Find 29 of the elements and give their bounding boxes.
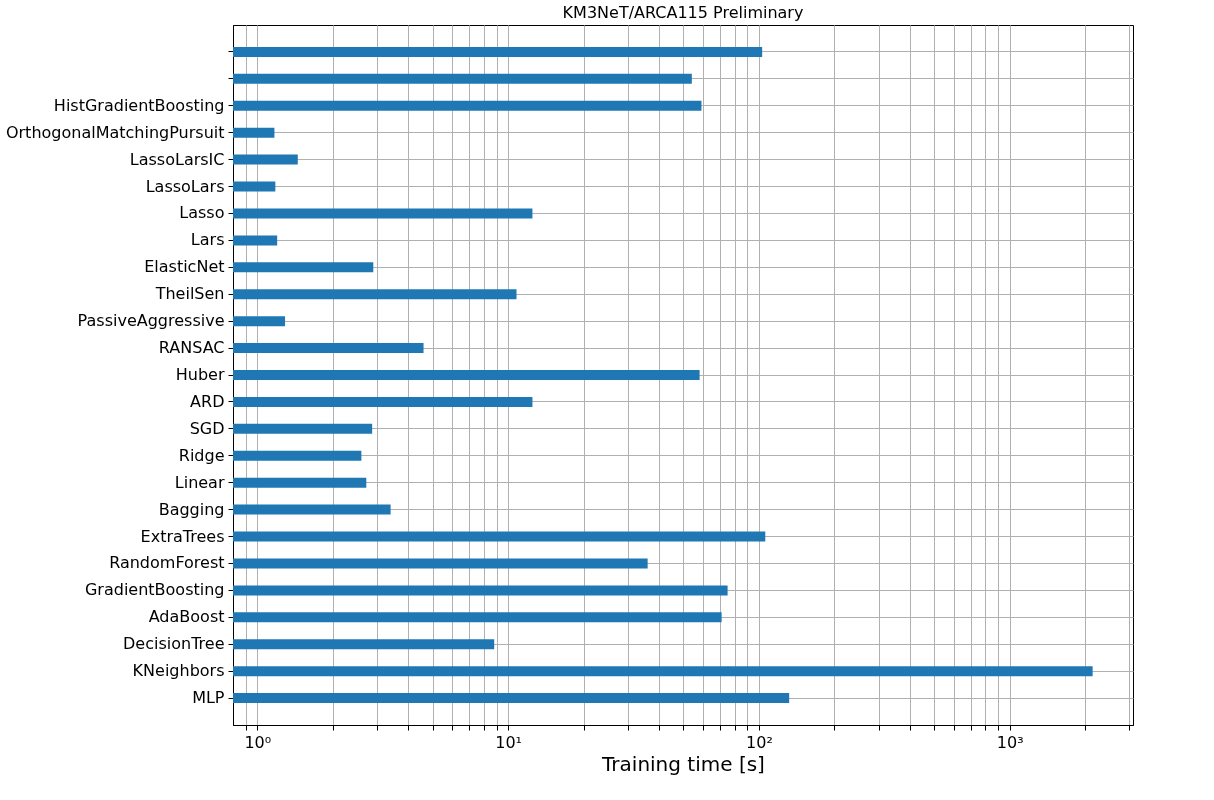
x-tick-label: 10³ [996, 732, 1024, 752]
y-tick-label: MLP [192, 688, 225, 708]
y-tick-label: RANSAC [158, 338, 225, 358]
y-tick-label: ElasticNet [144, 257, 225, 277]
y-tick-label: Lasso [179, 203, 225, 223]
y-tick-label: SGD [189, 418, 225, 438]
x-tick-label: 10² [746, 732, 773, 752]
y-tick-label: AdaBoost [148, 607, 225, 627]
y-tick-label: KNeighbors [132, 661, 225, 681]
y-tick-label: PassiveAggressive [77, 311, 225, 331]
y-tick-label: Bagging [158, 499, 225, 519]
y-tick-label: RandomForest [109, 553, 225, 573]
y-tick-label: TheilSen [154, 284, 225, 304]
y-tick-label: Ridge [178, 445, 225, 465]
x-axis-title: Training time [s] [601, 751, 765, 776]
y-tick-label: Linear [174, 472, 225, 492]
y-tick-label: DecisionTree [123, 634, 225, 654]
y-tick-label: GradientBoosting [84, 580, 225, 600]
y-tick-label: Lars [190, 230, 225, 250]
y-tick-label: OrthogonalMatchingPursuit [5, 122, 225, 142]
chart-title: KM3NeT/ARCA115 Preliminary [562, 3, 804, 22]
y-tick-label: HistGradientBoosting [53, 95, 225, 115]
x-tick-label: 10¹ [495, 732, 523, 752]
x-tick-label: 10⁰ [244, 732, 272, 752]
y-tick-label: ARD [190, 391, 225, 411]
y-tick-label: ExtraTrees [140, 526, 225, 546]
y-tick-label: Huber [175, 365, 225, 384]
y-tick-label: LassoLars [145, 176, 225, 196]
y-tick-label: LassoLarsIC [129, 149, 225, 169]
